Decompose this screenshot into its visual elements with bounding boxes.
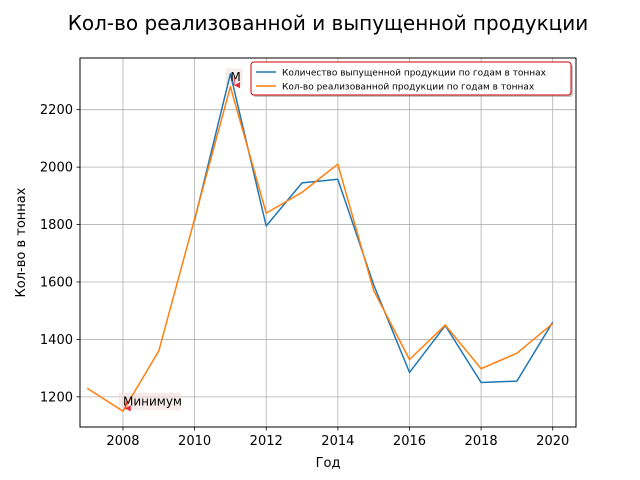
annotation-arrowhead	[233, 82, 240, 89]
x-tick-label: 2010	[178, 434, 211, 449]
series-line-2	[86, 85, 554, 412]
x-tick-label: 2020	[536, 434, 569, 449]
legend-box	[250, 61, 572, 96]
grid	[80, 58, 576, 427]
legend-label: Количество выпущенной продукции по годам…	[282, 69, 547, 79]
y-tick-label: 1800	[40, 218, 73, 233]
plot-frame	[79, 57, 577, 428]
series-layer	[86, 73, 554, 412]
series-line-1	[193, 73, 554, 384]
x-tick-label: 2018	[465, 434, 498, 449]
legend-label: Кол-во реализованной продукции по годам …	[282, 83, 535, 93]
annotation-arrow	[124, 401, 128, 409]
annotation-boxes	[118, 68, 243, 410]
y-tick-label: 1400	[40, 333, 73, 348]
y-tick-label: 1200	[40, 390, 73, 405]
legend: Количество выпущенной продукции по годам…	[250, 61, 573, 97]
y-tick-label: 2200	[40, 103, 73, 118]
y-axis-label: Кол-во в тоннах	[14, 187, 29, 297]
x-axis-label: Год	[316, 456, 341, 471]
x-axis: 2008 2010 2012 2014 2016 2018 2020	[106, 427, 569, 449]
annotation-box	[118, 393, 181, 410]
chart-title: Кол-во реализованной и выпущенной продук…	[68, 11, 589, 35]
x-tick-label: 2012	[250, 434, 283, 449]
x-tick-label: 2014	[321, 434, 354, 449]
y-tick-label: 2000	[40, 161, 73, 176]
annotation-arrowhead	[124, 405, 131, 412]
annotation-label: М	[230, 70, 240, 84]
y-tick-label: 1600	[40, 275, 73, 290]
y-axis: 1200 1400 1600 1800 2000 2200	[40, 103, 80, 405]
annotations: Минимум М	[123, 70, 241, 412]
x-tick-label: 2016	[393, 434, 426, 449]
annotation-label: Минимум	[123, 394, 182, 408]
x-tick-label: 2008	[106, 434, 139, 449]
